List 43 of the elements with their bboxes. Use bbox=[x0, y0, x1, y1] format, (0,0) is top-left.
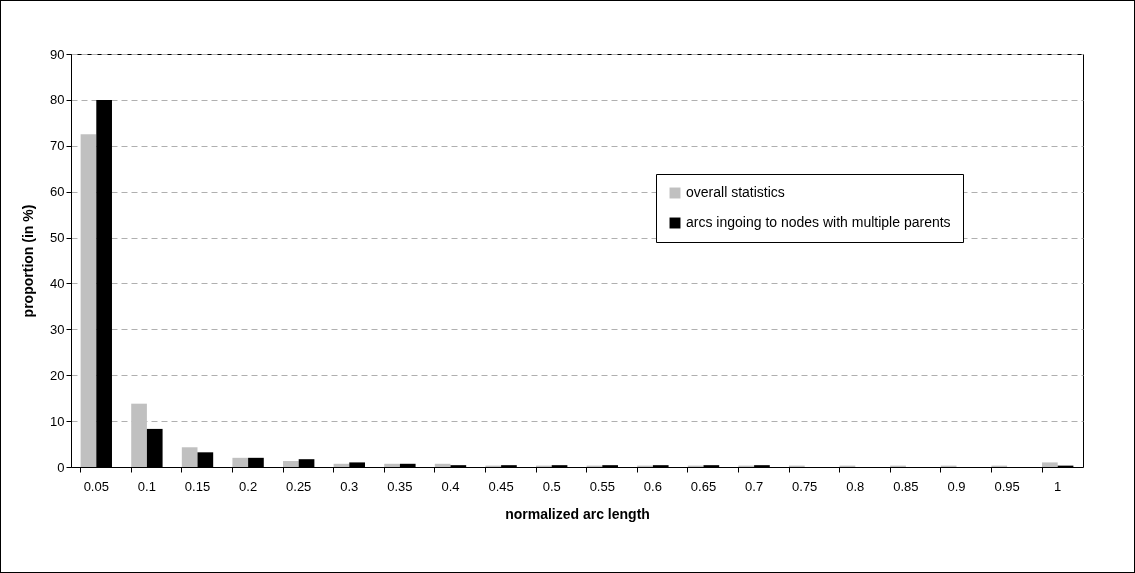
x-tick-label: 0.15 bbox=[184, 478, 211, 494]
x-tick-label: 0.85 bbox=[893, 478, 919, 494]
bar bbox=[131, 403, 147, 467]
x-tick-label: 1 bbox=[1054, 478, 1062, 494]
y-tick-label: 70 bbox=[50, 138, 65, 154]
y-tick-label: 30 bbox=[50, 321, 65, 337]
y-tick-label: 60 bbox=[50, 184, 65, 200]
x-tick-label: 0.35 bbox=[387, 478, 413, 494]
bar bbox=[80, 134, 97, 467]
x-tick-label: 0.45 bbox=[488, 478, 514, 494]
x-axis-title: normalized arc length bbox=[505, 505, 650, 522]
y-axis-title: proportion (in %) bbox=[20, 204, 37, 318]
y-tick-label: 0 bbox=[57, 459, 65, 475]
x-tick-label: 0.3 bbox=[340, 478, 359, 494]
x-tick-label: 0.65 bbox=[690, 478, 717, 494]
x-tick-label: 0.75 bbox=[792, 478, 818, 494]
bar bbox=[333, 463, 350, 467]
y-tick-label: 50 bbox=[50, 230, 65, 246]
bar bbox=[434, 463, 451, 467]
legend-label: arcs ingoing to nodes with multiple parents bbox=[686, 214, 951, 230]
x-tick-label: 0.4 bbox=[441, 478, 460, 494]
y-tick-label: 90 bbox=[50, 46, 65, 62]
x-tick-label: 0.8 bbox=[846, 478, 865, 494]
x-tick-label: 0.25 bbox=[286, 478, 312, 494]
x-tick-label: 0.6 bbox=[643, 478, 662, 494]
bar bbox=[283, 461, 299, 467]
x-tick-label: 0.2 bbox=[239, 478, 258, 494]
bar bbox=[1042, 462, 1058, 467]
y-tick-label: 20 bbox=[50, 367, 65, 383]
x-tick-label: 0.1 bbox=[137, 478, 156, 494]
bar bbox=[384, 463, 400, 467]
x-tick-label: 0.9 bbox=[947, 478, 966, 494]
y-tick-label: 40 bbox=[50, 275, 65, 291]
x-tick-label: 0.55 bbox=[589, 478, 615, 494]
bar bbox=[232, 457, 249, 467]
x-tick-label: 0.05 bbox=[83, 478, 109, 494]
y-tick-label: 80 bbox=[50, 92, 65, 108]
y-tick-label: 10 bbox=[50, 413, 65, 429]
legend-label: overall statistics bbox=[686, 184, 785, 200]
bar bbox=[181, 447, 198, 467]
x-tick-label: 0.5 bbox=[542, 478, 561, 494]
x-tick-label: 0.7 bbox=[745, 478, 764, 494]
x-tick-label: 0.95 bbox=[994, 478, 1020, 494]
